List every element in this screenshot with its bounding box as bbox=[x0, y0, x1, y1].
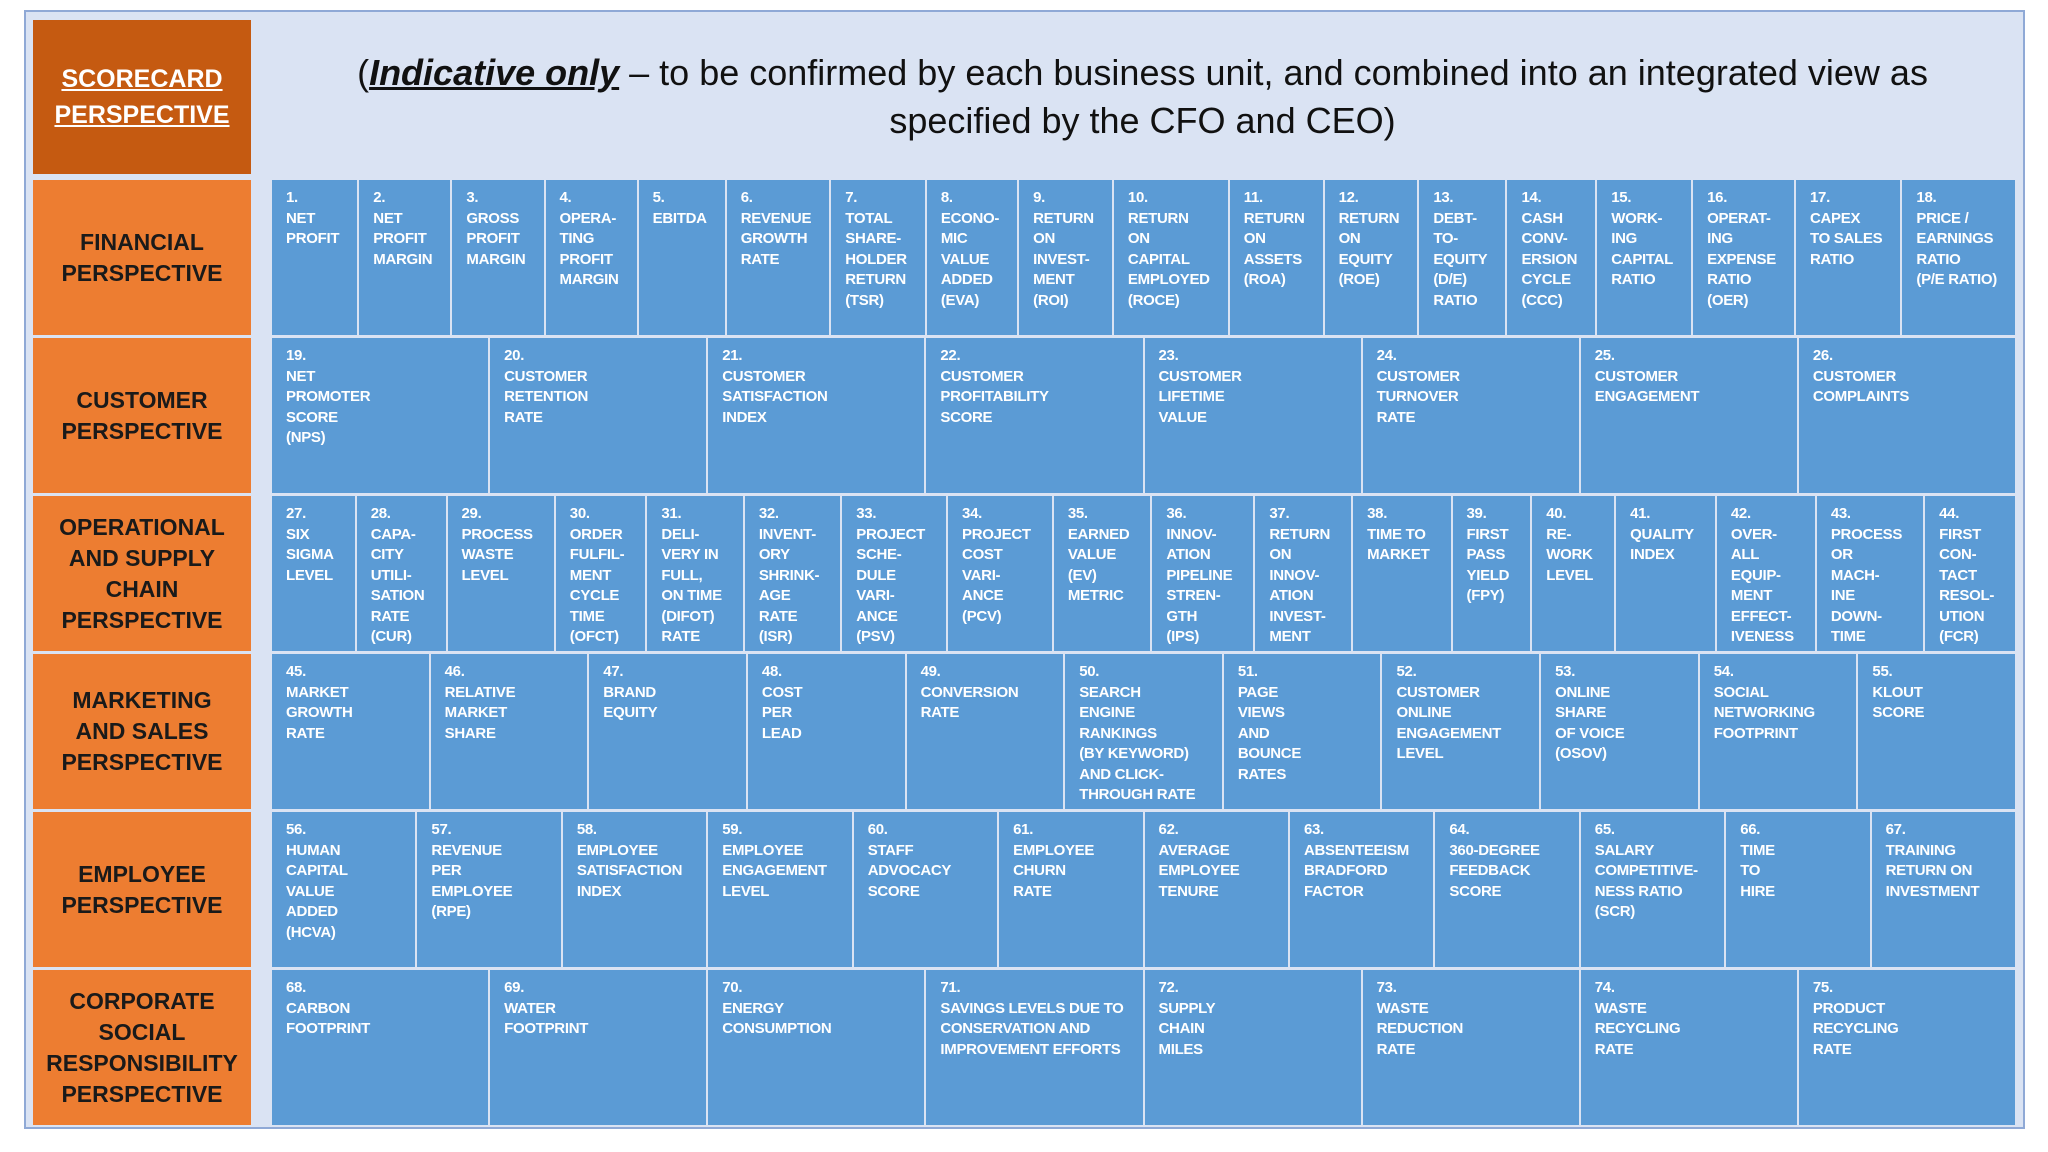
kpi-cell: 20. CUSTOMER RETENTION RATE bbox=[490, 338, 709, 493]
kpi-cell: 48. COST PER LEAD bbox=[747, 654, 907, 809]
kpi-cell: 42. OVER- ALL EQUIP- MENT EFFECT- IVENES… bbox=[1716, 496, 1817, 651]
kpi-cell: 4. OPERA- TING PROFIT MARGIN bbox=[545, 180, 639, 335]
kpi-cell: 62. AVERAGE EMPLOYEE TENURE bbox=[1144, 812, 1290, 967]
kpi-cell: 53. ONLINE SHARE OF VOICE (OSOV) bbox=[1541, 654, 1700, 809]
kpi-cell: 46. RELATIVE MARKET SHARE bbox=[430, 654, 590, 809]
row-label: CUSTOMER PERSPECTIVE bbox=[33, 338, 251, 493]
kpi-cell: 75. PRODUCT RECYCLING RATE bbox=[1798, 970, 2015, 1125]
scorecard-header: SCORECARD PERSPECTIVE bbox=[33, 20, 251, 174]
kpi-cell: 35. EARNED VALUE (EV) METRIC bbox=[1053, 496, 1153, 651]
kpi-cell: 68. CARBON FOOTPRINT bbox=[272, 970, 491, 1125]
row-label: MARKETING AND SALES PERSPECTIVE bbox=[33, 654, 251, 809]
kpi-cell: 11. RETURN ON ASSETS (ROA) bbox=[1229, 180, 1325, 335]
kpi-cell: 10. RETURN ON CAPITAL EMPLOYED (ROCE) bbox=[1113, 180, 1230, 335]
kpi-cell: 34. PROJECT COST VARI- ANCE (PCV) bbox=[948, 496, 1054, 651]
kpi-cell: 28. CAPA- CITY UTILI- SATION RATE (CUR) bbox=[356, 496, 448, 651]
kpi-cell: 25. CUSTOMER ENGAGEMENT bbox=[1580, 338, 1799, 493]
kpi-cell: 18. PRICE / EARNINGS RATIO (P/E RATIO) bbox=[1902, 180, 2016, 335]
kpi-cell: 23. CUSTOMER LIFETIME VALUE bbox=[1144, 338, 1363, 493]
heading: (Indicative only – to be confirmed by ea… bbox=[260, 20, 2025, 174]
kpi-cell: 21. CUSTOMER SATISFACTION INDEX bbox=[708, 338, 927, 493]
kpi-cell: 63. ABSENTEEISM BRADFORD FACTOR bbox=[1289, 812, 1436, 967]
kpi-cell: 66. TIME TO HIRE bbox=[1726, 812, 1872, 967]
kpi-row: 45. MARKET GROWTH RATE 46. RELATIVE MARKE… bbox=[272, 654, 2016, 809]
kpi-cell: 49. CONVERSION RATE bbox=[906, 654, 1066, 809]
kpi-cell: 55. KLOUT SCORE bbox=[1858, 654, 2016, 809]
kpi-cell: 45. MARKET GROWTH RATE bbox=[272, 654, 431, 809]
kpi-cell: 59. EMPLOYEE ENGAGEMENT LEVEL bbox=[708, 812, 854, 967]
kpi-cell: 17. CAPEX TO SALES RATIO bbox=[1795, 180, 1903, 335]
kpi-cell: 39. FIRST PASS YIELD (FPY) bbox=[1452, 496, 1533, 651]
kpi-row: 27. SIX SIGMA LEVEL 28. CAPA- CITY UTILI-… bbox=[272, 496, 2016, 651]
kpi-cell: 13. DEBT- TO- EQUITY (D/E) RATIO bbox=[1419, 180, 1508, 335]
kpi-cell: 44. FIRST CON- TACT RESOL- UTION (FCR) bbox=[1925, 496, 2016, 651]
kpi-cell: 73. WASTE REDUCTION RATE bbox=[1362, 970, 1581, 1125]
row-label: OPERATIONAL AND SUPPLY CHAIN PERSPECTIVE bbox=[33, 496, 251, 651]
row-label: CORPORATE SOCIAL RESPONSIBILITY PERSPECT… bbox=[33, 970, 251, 1125]
kpi-cell: 15. WORK- ING CAPITAL RATIO bbox=[1597, 180, 1694, 335]
kpi-cell: 43. PROCESS OR MACH- INE DOWN- TIME bbox=[1816, 496, 1926, 651]
kpi-cell: 67. TRAINING RETURN ON INVESTMENT bbox=[1871, 812, 2016, 967]
kpi-cell: 60. STAFF ADVOCACY SCORE bbox=[853, 812, 1000, 967]
kpi-cell: 8. ECONO- MIC VALUE ADDED (EVA) bbox=[926, 180, 1020, 335]
kpi-cell: 38. TIME TO MARKET bbox=[1353, 496, 1453, 651]
kpi-cell: 26. CUSTOMER COMPLAINTS bbox=[1798, 338, 2015, 493]
kpi-cell: 40. RE- WORK LEVEL bbox=[1532, 496, 1617, 651]
kpi-cell: 58. EMPLOYEE SATISFACTION INDEX bbox=[562, 812, 709, 967]
kpi-cell: 3. GROSS PROFIT MARGIN bbox=[452, 180, 546, 335]
kpi-cell: 61. EMPLOYEE CHURN RATE bbox=[999, 812, 1145, 967]
kpi-cell: 24. CUSTOMER TURNOVER RATE bbox=[1362, 338, 1581, 493]
kpi-cell: 70. ENERGY CONSUMPTION bbox=[708, 970, 927, 1125]
kpi-cell: 71. SAVINGS LEVELS DUE TO CONSERVATION A… bbox=[926, 970, 1145, 1125]
heading-rest: – to be confirmed by each business unit,… bbox=[619, 52, 1928, 141]
kpi-cell: 7. TOTAL SHARE- HOLDER RETURN (TSR) bbox=[831, 180, 927, 335]
kpi-cell: 22. CUSTOMER PROFITABILITY SCORE bbox=[926, 338, 1145, 493]
kpi-cell: 37. RETURN ON INNOV- ATION INVEST- MENT bbox=[1255, 496, 1354, 651]
kpi-cell: 72. SUPPLY CHAIN MILES bbox=[1144, 970, 1363, 1125]
kpi-cell: 1. NET PROFIT bbox=[272, 180, 360, 335]
kpi-cell: 27. SIX SIGMA LEVEL bbox=[272, 496, 357, 651]
kpi-cell: 69. WATER FOOTPRINT bbox=[490, 970, 709, 1125]
kpi-cell: 29. PROCESS WASTE LEVEL bbox=[447, 496, 556, 651]
kpi-cell: 12. RETURN ON EQUITY (ROE) bbox=[1324, 180, 1420, 335]
heading-emphasis: Indicative only bbox=[369, 52, 620, 93]
kpi-cell: 9. RETURN ON INVEST- MENT (ROI) bbox=[1019, 180, 1114, 335]
kpi-row: 1. NET PROFIT 2. NET PROFIT MARGIN 3. GROS… bbox=[272, 180, 2016, 335]
kpi-cell: 33. PROJECT SCHE- DULE VARI- ANCE (PSV) bbox=[842, 496, 949, 651]
kpi-cell: 36. INNOV- ATION PIPELINE STREN- GTH (IP… bbox=[1152, 496, 1256, 651]
kpi-cell: 50. SEARCH ENGINE RANKINGS (BY KEYWORD) … bbox=[1065, 654, 1224, 809]
kpi-cell: 31. DELI- VERY IN FULL, ON TIME (DIFOT) … bbox=[647, 496, 745, 651]
kpi-row: 19. NET PROMOTER SCORE (NPS) 20. CUSTOMER… bbox=[272, 338, 2015, 493]
kpi-row: 56. HUMAN CAPITAL VALUE ADDED (HCVA) 57. … bbox=[272, 812, 2016, 967]
kpi-cell: 52. CUSTOMER ONLINE ENGAGEMENT LEVEL bbox=[1382, 654, 1542, 809]
heading-text: (Indicative only – to be confirmed by ea… bbox=[300, 49, 1985, 145]
kpi-cell: 57. REVENUE PER EMPLOYEE (RPE) bbox=[417, 812, 563, 967]
kpi-cell: 65. SALARY COMPETITIVE- NESS RATIO (SCR) bbox=[1580, 812, 1727, 967]
kpi-cell: 5. EBITDA bbox=[638, 180, 727, 335]
kpi-cell: 51. PAGE VIEWS AND BOUNCE RATES bbox=[1223, 654, 1383, 809]
kpi-cell: 2. NET PROFIT MARGIN bbox=[359, 180, 453, 335]
kpi-cell: 64. 360-DEGREE FEEDBACK SCORE bbox=[1435, 812, 1581, 967]
kpi-cell: 30. ORDER FULFIL- MENT CYCLE TIME (OFCT) bbox=[555, 496, 648, 651]
row-label: EMPLOYEE PERSPECTIVE bbox=[33, 812, 251, 967]
row-label: FINANCIAL PERSPECTIVE bbox=[33, 180, 251, 335]
kpi-cell: 74. WASTE RECYCLING RATE bbox=[1580, 970, 1799, 1125]
heading-prefix: ( bbox=[357, 52, 370, 93]
kpi-cell: 56. HUMAN CAPITAL VALUE ADDED (HCVA) bbox=[272, 812, 418, 967]
kpi-cell: 6. REVENUE GROWTH RATE bbox=[726, 180, 832, 335]
kpi-cell: 41. QUALITY INDEX bbox=[1616, 496, 1717, 651]
kpi-cell: 47. BRAND EQUITY bbox=[589, 654, 748, 809]
kpi-cell: 54. SOCIAL NETWORKING FOOTPRINT bbox=[1699, 654, 1859, 809]
kpi-cell: 16. OPERAT- ING EXPENSE RATIO (OER) bbox=[1693, 180, 1796, 335]
kpi-cell: 32. INVENT- ORY SHRINK- AGE RATE (ISR) bbox=[744, 496, 843, 651]
kpi-row: 68. CARBON FOOTPRINT 69. WATER FOOTPRINT 7… bbox=[272, 970, 2015, 1125]
kpi-cell: 19. NET PROMOTER SCORE (NPS) bbox=[272, 338, 491, 493]
kpi-cell: 14. CASH CONV- ERSION CYCLE (CCC) bbox=[1507, 180, 1598, 335]
